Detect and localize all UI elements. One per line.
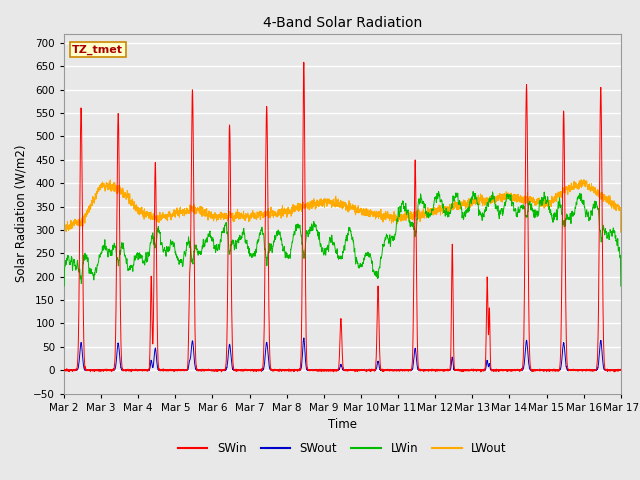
- Legend: SWin, SWout, LWin, LWout: SWin, SWout, LWin, LWout: [173, 437, 511, 460]
- X-axis label: Time: Time: [328, 418, 357, 431]
- Y-axis label: Solar Radiation (W/m2): Solar Radiation (W/m2): [15, 145, 28, 282]
- Title: 4-Band Solar Radiation: 4-Band Solar Radiation: [263, 16, 422, 30]
- Text: TZ_tmet: TZ_tmet: [72, 44, 124, 55]
